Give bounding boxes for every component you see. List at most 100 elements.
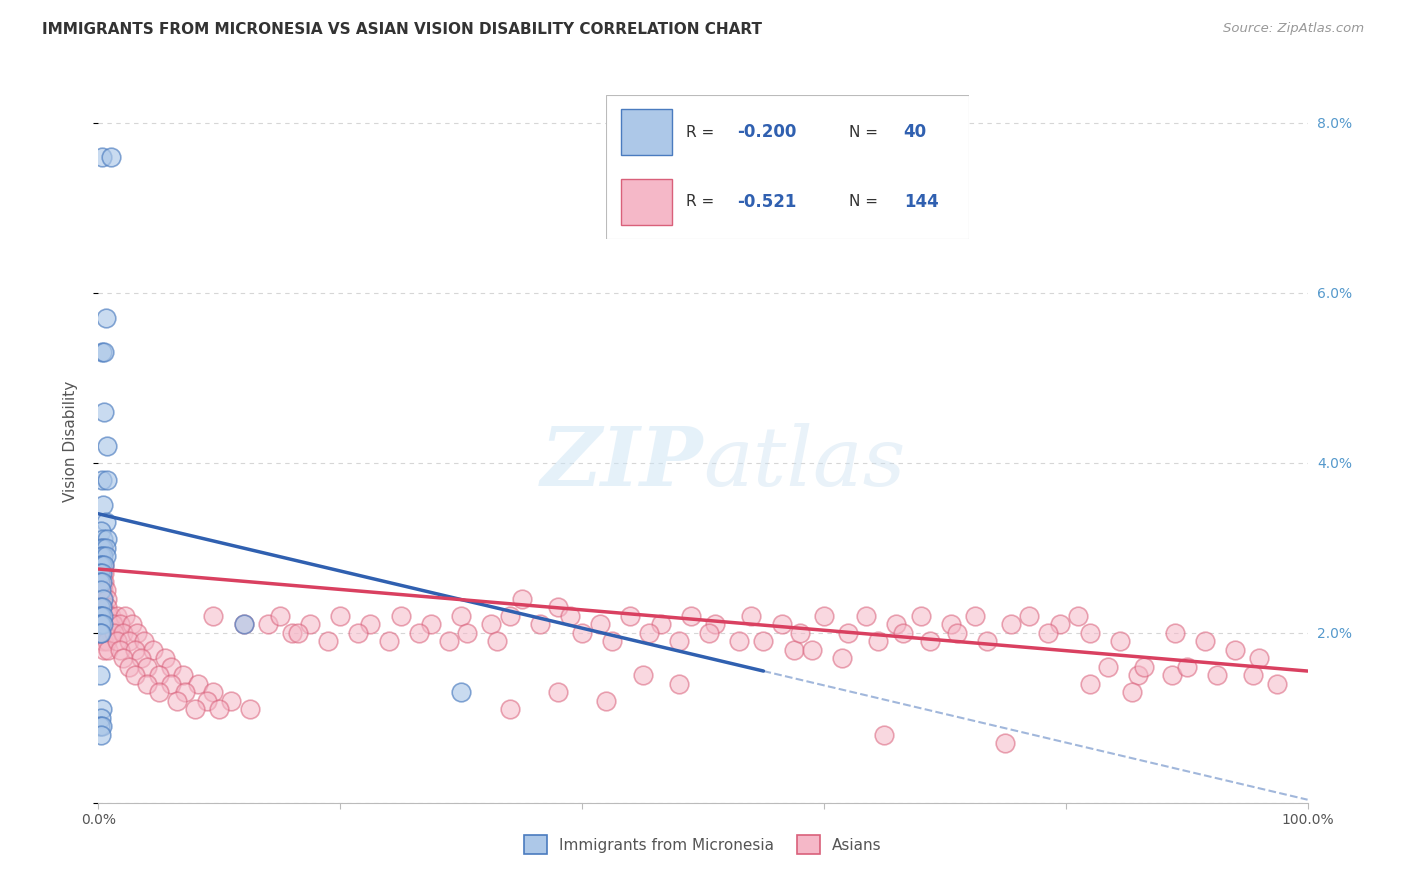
Point (91, 549, 114, 564)
Point (97, 642, 120, 657)
Point (1000, 617, 1022, 632)
Point (558, 608, 581, 623)
Point (91, 473, 114, 487)
Point (98, 617, 121, 632)
Point (91, 617, 114, 632)
Point (221, 694, 243, 708)
Point (868, 634, 890, 648)
Point (89, 574, 111, 589)
Point (91, 600, 114, 615)
Point (450, 608, 472, 623)
Point (90, 591, 112, 606)
Point (90, 541, 112, 555)
Point (281, 625, 304, 640)
Point (89, 617, 111, 632)
Point (101, 617, 124, 632)
Point (89, 608, 111, 623)
Point (93, 405, 115, 419)
Point (89, 541, 111, 555)
Point (124, 642, 146, 657)
Point (1206, 668, 1229, 682)
Point (91, 498, 114, 512)
Point (377, 634, 399, 648)
Point (90, 728, 112, 742)
Point (510, 591, 533, 606)
Point (91, 574, 114, 589)
Point (118, 634, 141, 648)
Point (408, 625, 430, 640)
Point (837, 625, 859, 640)
Point (160, 660, 183, 674)
Point (1161, 668, 1184, 682)
Point (89, 558, 111, 572)
Point (94, 516, 117, 530)
Point (1078, 625, 1101, 640)
Point (91, 583, 114, 598)
Point (103, 625, 125, 640)
Text: IMMIGRANTS FROM MICRONESIA VS ASIAN VISION DISABILITY CORRELATION CHART: IMMIGRANTS FROM MICRONESIA VS ASIAN VISI… (42, 22, 762, 37)
Point (420, 617, 443, 632)
Point (90, 524, 112, 538)
Point (91, 719, 114, 733)
Point (184, 702, 207, 716)
Legend: Immigrants from Micronesia, Asians: Immigrants from Micronesia, Asians (517, 830, 889, 860)
Point (93, 558, 115, 572)
Point (93, 608, 115, 623)
Point (172, 668, 194, 682)
Point (1018, 608, 1040, 623)
Point (90, 600, 112, 615)
Point (187, 677, 209, 691)
Point (589, 617, 612, 632)
Point (91, 617, 114, 632)
Point (886, 617, 908, 632)
Point (91, 634, 114, 648)
Point (1133, 660, 1156, 674)
Point (94, 311, 117, 326)
Point (160, 677, 183, 691)
Point (360, 617, 382, 632)
Point (90, 711, 112, 725)
Point (91, 345, 114, 359)
Point (90, 549, 112, 564)
Y-axis label: Vision Disability: Vision Disability (63, 381, 77, 502)
Point (1175, 660, 1198, 674)
Point (728, 634, 751, 648)
Point (91, 541, 114, 555)
Point (91, 566, 114, 581)
Point (91, 150, 114, 164)
Point (752, 634, 775, 648)
Point (90, 617, 112, 632)
Point (239, 702, 262, 716)
Point (129, 651, 152, 665)
Point (299, 617, 322, 632)
Point (91, 574, 114, 589)
Point (91, 625, 114, 640)
Point (668, 634, 690, 648)
Point (704, 617, 727, 632)
Point (100, 150, 122, 164)
Point (450, 685, 472, 699)
Point (135, 677, 157, 691)
Point (1223, 642, 1246, 657)
Point (91, 533, 114, 547)
Point (498, 608, 520, 623)
Point (90, 583, 112, 598)
Point (94, 625, 117, 640)
Point (910, 608, 932, 623)
Point (89, 625, 111, 640)
Point (89, 668, 111, 682)
Point (1067, 608, 1090, 623)
Point (94, 549, 117, 564)
Point (256, 617, 278, 632)
Point (134, 634, 156, 648)
Point (93, 566, 115, 581)
Point (105, 634, 128, 648)
Point (91, 608, 114, 623)
Point (96, 600, 118, 615)
Point (89, 566, 111, 581)
Text: ZIP: ZIP (540, 423, 703, 503)
Point (142, 642, 165, 657)
Point (91, 600, 114, 615)
Point (108, 617, 131, 632)
Point (1194, 634, 1216, 648)
